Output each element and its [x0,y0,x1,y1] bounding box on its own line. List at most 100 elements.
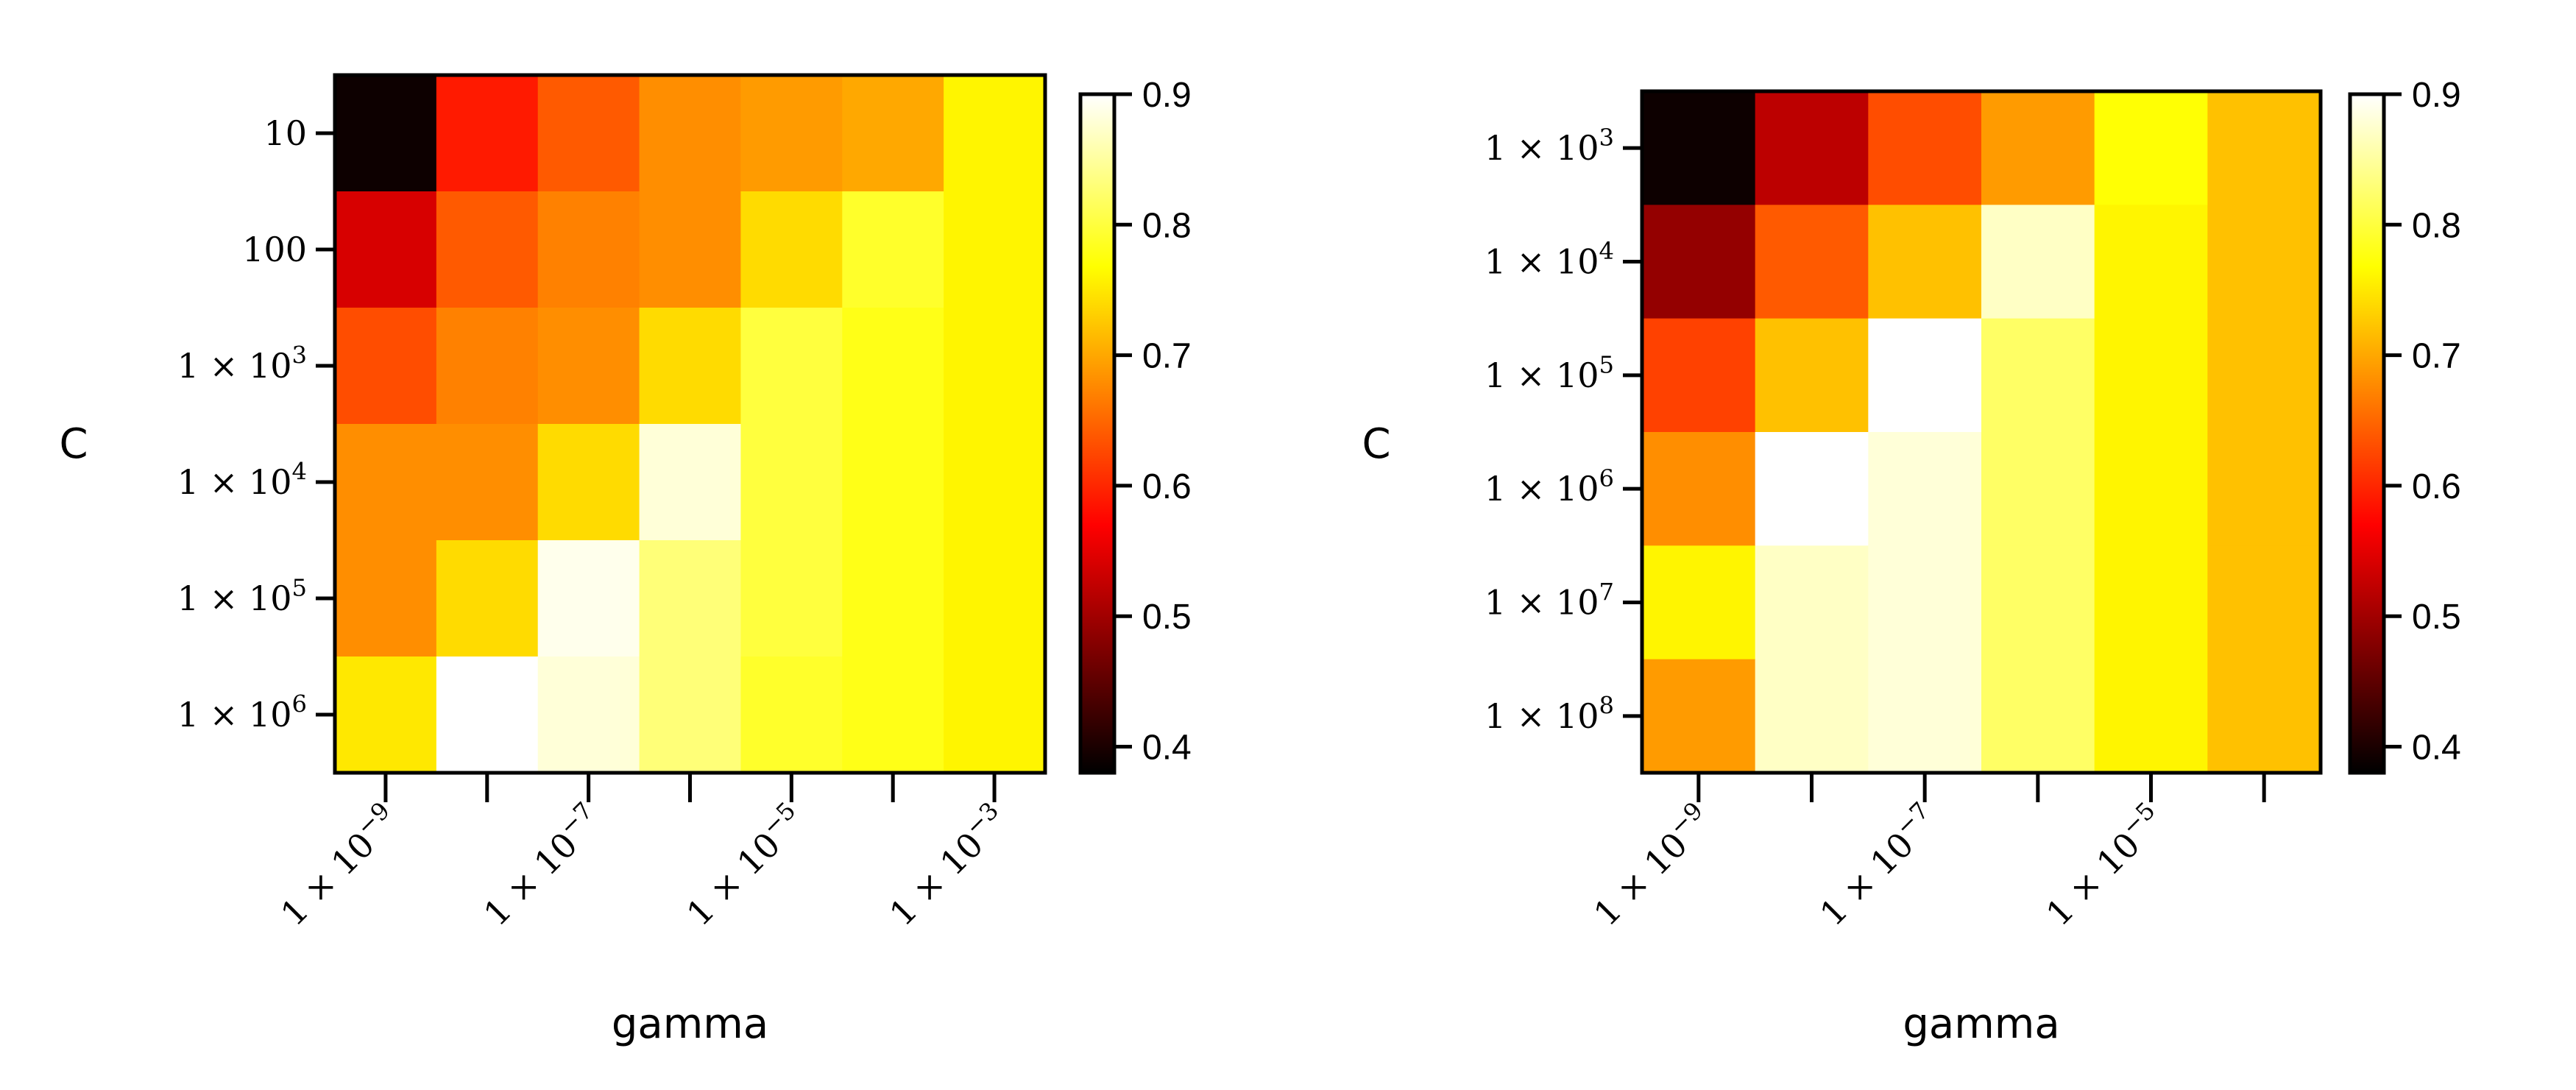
heatmap-cell [842,75,944,192]
heatmap-cell [740,424,843,541]
heatmap-cell [1755,432,1869,546]
heatmap-cell [335,540,437,657]
heatmap-cell [1755,318,1869,433]
heatmap-cell [1981,318,2095,433]
heatmap-cell [2094,659,2208,774]
heatmap-cell [1868,432,1982,546]
left-heatmap-panel: 10 100 1 × 103 1 × 104 1 × 105 1 × 106 1 × 10−… [59,73,1192,1048]
heatmap-cell [1981,545,2095,660]
heatmap-cell [740,191,843,308]
heatmap-cells [335,75,1046,774]
x-tick-label: 1 × 10−9 [270,796,407,933]
heatmap-cell [1981,659,2095,774]
heatmap-cell [2094,91,2208,205]
heatmap-cell [944,657,1046,774]
heatmap-cell [944,75,1046,192]
y-tick-label: 100 [242,230,307,269]
heatmap-cell [335,75,437,192]
x-tick-label: 1 × 10−9 [1582,796,1719,933]
y-tick-label: 1 × 104 [1485,237,1614,281]
heatmap-cells [1642,91,2321,774]
heatmap-cell [1642,91,1756,205]
colorbar: 0.9 0.8 0.7 0.6 0.5 0.4 [2348,76,2461,775]
heatmap-cell [537,424,640,541]
colorbar-tick-label: 0.7 [2412,337,2461,376]
heatmap-cell [436,191,539,308]
y-tick-label: 1 × 106 [1485,464,1614,509]
heatmap-cell [842,424,944,541]
heatmap-cell [436,75,539,192]
colorbar-tick-label: 0.8 [1142,206,1192,245]
heatmap-cell [335,308,437,425]
x-tick-label: 1 × 10−5 [676,796,813,933]
heatmap-cell [2207,659,2321,774]
heatmap-cell [2094,318,2208,433]
heatmap-cell [537,540,640,657]
colorbar-tick-label: 0.4 [2412,729,2461,768]
heatmap-cell [740,75,843,192]
heatmap-cell [1981,91,2095,205]
heatmap-cell [537,657,640,774]
colorbar: 0.9 0.8 0.7 0.6 0.5 0.4 [1078,76,1192,775]
heatmap-cell [1642,318,1756,433]
heatmap-cell [2207,432,2321,546]
y-axis-label: C [1362,420,1390,468]
heatmap-cell [2207,318,2321,433]
x-axis-label: gamma [612,1000,768,1048]
x-tick-label: 1 × 10−3 [879,796,1016,933]
heatmap-cell [1642,432,1756,546]
heatmap-cell [1642,659,1756,774]
heatmap-cell [639,424,742,541]
heatmap-cell [639,75,742,192]
heatmap-cell [2094,432,2208,546]
heatmap-cell [2094,545,2208,660]
colorbar-gradient [2348,92,2386,775]
heatmap-cell [436,540,539,657]
heatmap-cell [1981,432,2095,546]
heatmap-cell [740,657,843,774]
heatmap-cell [335,424,437,541]
y-tick-label: 10 [263,113,307,153]
heatmap-cell [944,424,1046,541]
heatmap-cell [1868,318,1982,433]
heatmap-cell [335,191,437,308]
colorbar-tick-label: 0.9 [1142,76,1192,115]
x-axis-label: gamma [1903,1000,2059,1048]
y-axis-label: C [59,420,88,468]
y-tick-label: 1 × 104 [177,458,307,502]
heatmap-cell [1755,545,1869,660]
y-tick-label: 1 × 105 [1485,351,1614,395]
y-tick-label: 1 × 107 [1485,578,1614,622]
colorbar-tick-label: 0.7 [1142,337,1192,376]
x-tick-label: 1 × 10−5 [2035,796,2172,933]
heatmap-cell [1868,545,1982,660]
heatmap-cell [1981,205,2095,319]
heatmap-cell [1868,659,1982,774]
heatmap-cell [1755,91,1869,205]
y-tick-label: 1 × 103 [177,341,307,386]
heatmap-cell [944,540,1046,657]
heatmap-cell [537,191,640,308]
colorbar-tick-label: 0.5 [2412,598,2461,637]
heatmap-cell [2207,545,2321,660]
colorbar-tick-label: 0.9 [2412,76,2461,115]
heatmap-cell [639,308,742,425]
y-tick-label: 1 × 103 [1485,124,1614,168]
heatmap-cell [842,191,944,308]
heatmap-cell [842,308,944,425]
heatmap-cell [1868,205,1982,319]
colorbar-tick-label: 0.8 [2412,206,2461,245]
y-tick-label: 1 × 108 [1485,692,1614,736]
heatmap-cell [740,308,843,425]
heatmap-cell [436,424,539,541]
heatmap-cell [1642,545,1756,660]
heatmap-cell [1755,205,1869,319]
heatmap-cell [639,540,742,657]
colorbar-tick-label: 0.5 [1142,598,1192,637]
heatmap-cell [944,308,1046,425]
heatmap-cell [1755,659,1869,774]
colorbar-tick-label: 0.6 [1142,467,1192,506]
heatmap-cell [842,657,944,774]
colorbar-tick-label: 0.6 [2412,467,2461,506]
